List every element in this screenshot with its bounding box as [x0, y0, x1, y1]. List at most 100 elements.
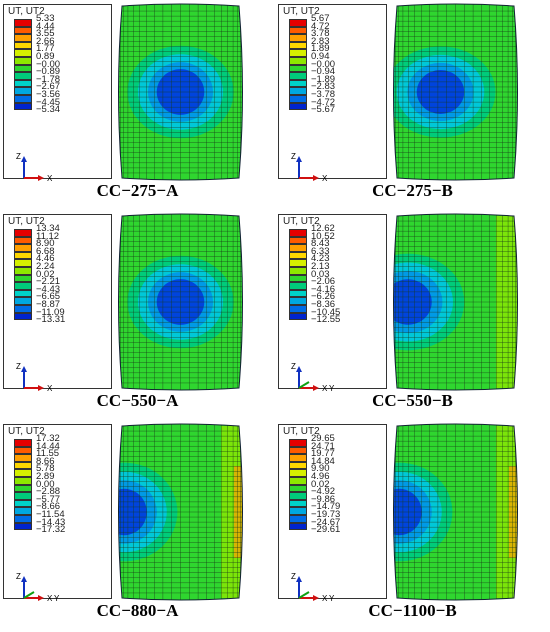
cylinder-contour-plot: [393, 423, 518, 601]
legend-title: UT, UT2: [283, 216, 320, 227]
legend-color-bar: [289, 229, 307, 321]
legend-swatch: [289, 34, 307, 42]
legend-swatch: [289, 454, 307, 462]
legend-values: 5.67 4.72 3.78 2.83 1.89 0.94 −0.00 −0.94 −1.89−…: [311, 13, 336, 116]
legend-value: 8.43: [311, 238, 330, 250]
triad-label-horizontal: X: [47, 384, 53, 393]
triad-label-depth: Y: [329, 384, 335, 393]
legend-value: 2.83: [311, 35, 330, 47]
legend-swatch: [289, 304, 307, 313]
legend-value: 5.67: [311, 13, 330, 24]
legend-value: −5.67: [311, 104, 336, 116]
legend-value: −0.94: [311, 66, 336, 78]
legend-value: −2.21: [36, 276, 61, 288]
legend-value: −0.00: [36, 58, 61, 70]
cylinder-contour-plot: [118, 213, 243, 391]
legend-color-bar: [289, 439, 307, 531]
legend-swatch: [14, 492, 32, 500]
legend-swatch: [14, 102, 32, 111]
legend-swatch: [14, 282, 32, 290]
legend-title: UT, UT2: [283, 6, 320, 17]
axis-triad: ZX: [291, 152, 328, 183]
contour-legend: UT, UT2 5.33 4.44 3.55 2.66 1.77 0.89 −0.00 −0.8…: [3, 4, 112, 179]
legend-value: −2.83: [311, 81, 336, 93]
legend-swatch: [289, 251, 307, 260]
legend-value: 8.66: [36, 455, 55, 467]
legend-value: −11.09: [36, 306, 65, 318]
legend-value: 8.90: [36, 238, 55, 250]
legend-swatch: [289, 492, 307, 500]
legend-value: −14.79: [311, 501, 341, 513]
legend-title: UT, UT2: [8, 216, 45, 227]
legend-value: −12.55: [311, 314, 341, 326]
legend-swatch: [14, 461, 32, 470]
legend-swatch: [14, 41, 32, 50]
contour-legend: UT, UT2 17.32 14.44 11.55 8.66 5.78 2.89 0.00 −2…: [3, 424, 112, 599]
legend-value: −3.56: [36, 88, 61, 100]
legend-swatch: [289, 484, 307, 493]
legend-value: −8.87: [36, 298, 61, 310]
legend-swatch: [14, 289, 32, 298]
legend-swatch: [14, 476, 32, 485]
legend-swatch: [14, 79, 32, 88]
legend-swatch: [289, 476, 307, 485]
axis-triad: ZX: [16, 362, 53, 393]
legend-swatch: [14, 49, 32, 57]
legend-swatch: [14, 87, 32, 95]
legend-value: 14.44: [36, 440, 60, 452]
legend-swatch: [14, 507, 32, 515]
legend-swatch: [289, 266, 307, 275]
legend-value: −2.88: [36, 486, 61, 498]
contour-legend: UT, UT2 5.67 4.72 3.78 2.83 1.89 0.94 −0.00 −0.9…: [278, 4, 387, 179]
legend-value: −13.31: [36, 314, 66, 326]
legend-value: −9.86: [311, 493, 336, 505]
legend-swatch: [14, 94, 32, 103]
cylinder-contour-plot: [118, 423, 243, 601]
legend-value: −4.72: [311, 96, 336, 108]
triad-label-depth: Y: [329, 594, 335, 603]
legend-color-bar: [14, 19, 32, 111]
legend-value: 0.89: [36, 50, 55, 62]
panel-caption: CC−275−B: [372, 181, 453, 200]
legend-title: UT, UT2: [8, 426, 45, 437]
triad-label-depth: Y: [54, 594, 60, 603]
legend-value: 9.90: [311, 463, 330, 475]
legend-swatch: [289, 79, 307, 88]
legend-swatch: [14, 34, 32, 42]
legend-value: 13.34: [36, 223, 60, 234]
legend-value: 5.78: [36, 463, 55, 475]
legend-swatch: [14, 304, 32, 313]
cylinder-contour-plot: [118, 3, 243, 181]
legend-color-bar: [14, 439, 32, 531]
legend-swatch: [289, 312, 307, 321]
legend-swatch: [289, 72, 307, 80]
legend-color-bar: [289, 19, 307, 111]
legend-swatch: [14, 522, 32, 531]
triad-label-horizontal: X: [322, 174, 328, 183]
legend-swatch: [289, 499, 307, 508]
legend-value: −24.67: [311, 516, 341, 528]
cylinder-contour-plot: [393, 213, 518, 391]
legend-color-bar: [14, 229, 32, 321]
legend-swatch: [289, 289, 307, 298]
legend-value: 0.02: [311, 478, 330, 490]
legend-value: 2.66: [36, 35, 55, 47]
triad-label-vertical: Z: [16, 362, 21, 371]
legend-swatch: [14, 514, 32, 523]
triad-label-vertical: Z: [291, 152, 296, 161]
legend-swatch: [14, 26, 32, 35]
legend-swatch: [289, 64, 307, 73]
legend-value: 10.52: [311, 230, 335, 242]
legend-value: 2.13: [311, 260, 330, 272]
legend-value: −4.92: [311, 486, 336, 498]
legend-value: −0.00: [311, 58, 336, 70]
panel-caption: CC−550−A: [96, 391, 179, 410]
cylinder-contour-plot: [393, 3, 518, 181]
panel-cc-1100-b: UT, UT2 29.65 24.71 19.77 14.84 9.90 4.96 0.02−…: [275, 420, 550, 630]
legend-swatch: [14, 244, 32, 252]
legend-swatch: [14, 56, 32, 65]
legend-title: UT, UT2: [8, 6, 45, 17]
legend-swatch: [289, 236, 307, 245]
legend-values: 13.34 11.12 8.90 6.68 4.46 2.24 0.02 −2.21 −4.43…: [36, 223, 66, 326]
legend-value: −1.78: [36, 73, 61, 85]
